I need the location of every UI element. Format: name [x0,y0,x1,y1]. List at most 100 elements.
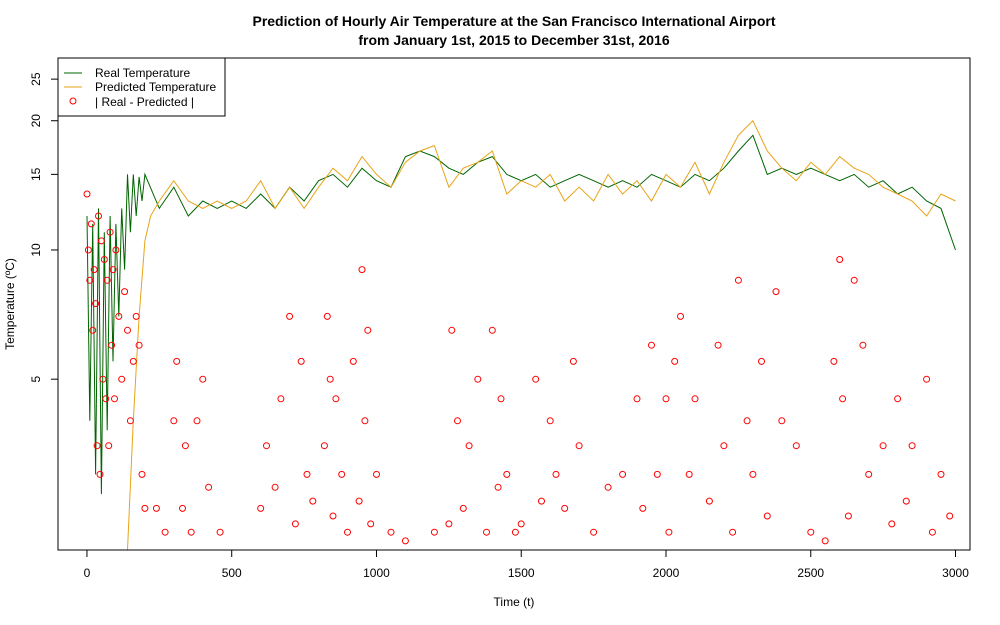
data-point [326,375,334,383]
data-point [103,276,111,284]
y-axis-title: Temperature (ºC) [3,258,17,350]
data-point [277,395,285,403]
series-line-0 [86,134,956,495]
data-point [749,470,757,478]
data-point [344,528,351,536]
data-point [569,357,577,365]
data-point [743,417,751,425]
y-tick-label: 10 [29,243,43,257]
data-point [844,512,852,520]
data-point [908,442,916,450]
data-point [894,395,902,403]
y-axis: 5 10 15 20 25 [29,72,59,383]
data-point [639,504,647,512]
data-point [387,528,395,536]
legend-label-real: Real Temperature [95,66,190,80]
data-point [714,341,722,349]
data-point [170,417,178,425]
data-point [84,246,92,254]
chart-title-line-1: Prediction of Hourly Air Temperature at … [252,13,775,29]
legend-swatch-abs-error [69,97,77,105]
data-point [93,442,101,450]
data-point [286,312,294,320]
data-point [459,504,467,512]
data-point [349,357,357,365]
data-point [928,528,936,536]
data-point [532,375,540,383]
data-point [691,395,699,403]
data-point [401,537,409,545]
data-point [303,470,311,478]
data-point [830,357,838,365]
data-point [946,512,954,520]
data-point [271,483,279,491]
data-point [132,312,140,320]
data-point [173,357,181,365]
data-point [99,375,107,383]
data-point [216,528,224,536]
data-point [503,470,511,478]
data-point [364,326,372,334]
data-point [111,395,118,403]
data-point [263,442,270,450]
chart-title-line-2: from January 1st, 2015 to December 31st,… [358,32,669,48]
data-point [821,537,829,545]
x-axis: 0 500 1000 1500 2000 2500 3000 [84,549,969,580]
data-point [124,326,131,334]
data-point [720,442,728,450]
data-point [575,442,583,450]
data-point [329,512,337,520]
data-point [517,520,525,528]
data-point [108,341,116,349]
data-point [763,512,771,520]
plot-region [83,119,956,550]
data-point [205,483,213,491]
data-point [619,470,627,478]
data-point [590,528,598,536]
data-point [96,470,104,478]
data-point [97,237,105,245]
data-point [86,276,94,284]
data-point [494,483,502,491]
data-point [83,190,91,198]
data-point [665,528,673,536]
data-point [118,375,126,383]
x-tick-label: 500 [222,566,242,580]
data-point [138,470,146,478]
data-point [648,341,655,349]
x-tick-label: 1500 [508,566,535,580]
data-point [257,504,265,512]
data-point [729,528,737,536]
data-point [497,395,505,403]
y-tick-label: 5 [29,376,43,383]
x-tick-label: 0 [84,566,91,580]
data-point [850,276,858,284]
data-point [106,228,114,236]
data-point [112,246,120,254]
data-point [291,520,299,528]
data-point [161,528,169,536]
data-point [121,288,129,296]
data-point [465,442,473,450]
data-point [662,395,670,403]
data-point [734,276,742,284]
y-tick-label: 15 [29,167,43,181]
data-point [87,220,95,228]
data-point [859,341,867,349]
data-point [102,395,110,403]
data-point [836,256,844,263]
data-point [89,326,97,334]
data-point [135,341,143,349]
data-point [483,528,490,536]
y-tick-label: 25 [29,72,43,86]
data-point [92,300,100,308]
legend: Real Temperature Predicted Temperature |… [57,57,226,117]
data-point [126,417,134,425]
data-point [561,504,569,512]
data-point [671,357,679,365]
x-tick-label: 3000 [942,566,969,580]
data-point [807,528,815,536]
data-point [705,497,713,505]
data-point [338,470,346,478]
